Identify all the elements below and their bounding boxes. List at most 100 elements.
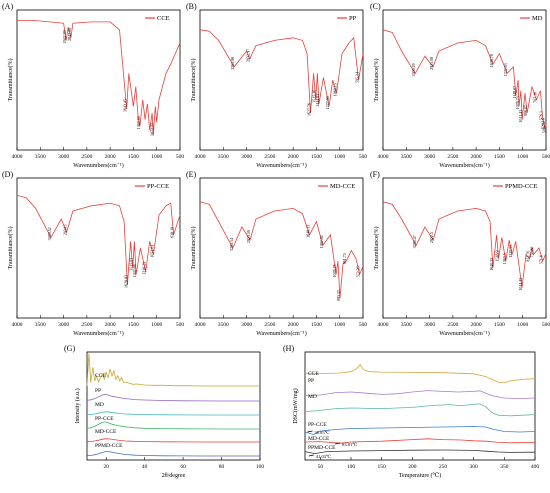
peak-label: 1360.65	[136, 116, 141, 129]
x-tick-label: 100	[256, 464, 265, 470]
legend-label: CCE	[157, 15, 170, 22]
peak-label: 2843.06	[67, 28, 72, 41]
plot-frame	[86, 351, 261, 461]
x-tick-label: 20	[103, 464, 109, 470]
x-axis-label: Wavenumbers(cm⁻¹)	[256, 162, 306, 169]
x-tick-label: 80	[219, 464, 225, 470]
spectrum-line-pp	[199, 29, 364, 114]
series-label: PP	[308, 378, 314, 384]
y-axis-label: DSC(mW/mg)	[292, 388, 299, 423]
x-tick-label: 500	[176, 322, 185, 328]
ftir-panel-md-cce: (E) 4000 3500 3000 2500 2000 1500 1000 500 Wavenu…	[186, 170, 367, 337]
panel-label: (G)	[64, 344, 75, 353]
peak-label: 2923.59	[246, 230, 251, 243]
peak-label: 1148.07	[512, 86, 517, 99]
x-tick-label: 500	[542, 154, 550, 160]
x-tick-label: 200	[408, 464, 417, 470]
x-tick-label: 350	[500, 464, 509, 470]
series-label: MD	[95, 402, 104, 408]
peak-label: 1627.76	[307, 103, 312, 116]
x-tick-label: 500	[359, 154, 368, 160]
annotation-arrow	[335, 442, 341, 445]
x-tick-label: 2500	[81, 322, 92, 328]
peak-label: 1442.68	[132, 264, 137, 277]
legend-label: MD-CCE	[330, 183, 355, 190]
annotation-arrow	[307, 430, 313, 433]
peak-label: 1332.63	[503, 63, 508, 76]
x-tick-label: 2000	[288, 322, 299, 328]
peak-label: 707.16	[532, 92, 537, 103]
x-axis-label: Wavenumbers(cm⁻¹)	[439, 162, 489, 169]
peak-label: 993.37	[336, 290, 341, 301]
plot-frame	[304, 351, 536, 461]
peak-label: 2942.89	[62, 30, 67, 43]
peak-label: 1515.16	[312, 90, 317, 103]
x-tick-label: 3000	[241, 154, 252, 160]
peak-label: 3295.14	[229, 238, 234, 251]
panel-label: (D)	[2, 170, 13, 179]
series-label: PPMD-CCE	[95, 443, 123, 449]
peak-label: 1071.61	[149, 245, 154, 258]
xrd-line-pp-cce	[86, 421, 260, 430]
annotation-label: 83.81℃	[342, 442, 357, 447]
dsc-line-pp	[304, 390, 536, 400]
legend-label: PPMD-CCE	[505, 183, 538, 190]
xrd-line-md-cce	[86, 438, 260, 443]
peak-label: 1628.83	[123, 275, 128, 288]
peak-label: 1518.9	[494, 251, 499, 262]
x-tick-label: 1500	[128, 154, 139, 160]
plot-frame	[16, 177, 181, 319]
peak-label: 1227.66	[325, 96, 330, 109]
x-tick-label: 150	[378, 464, 387, 470]
x-tick-label: 2000	[288, 154, 299, 160]
series-label: PPMD-CCE	[308, 445, 336, 451]
x-tick-label: 2500	[264, 322, 275, 328]
x-tick-label: 1000	[334, 322, 345, 328]
x-tick-label: 4000	[195, 322, 206, 328]
peak-label: 2925.08	[429, 57, 434, 70]
plot-frame	[16, 9, 181, 151]
y-axis-label: Transmittance(%)	[7, 58, 14, 101]
x-tick-label: 3000	[424, 154, 435, 160]
panel-label: (B)	[186, 2, 197, 11]
x-tick-label: 1500	[311, 154, 322, 160]
peak-label: 3309.29	[411, 63, 416, 76]
panel-label: (H)	[283, 344, 294, 353]
x-tick-label: 4000	[12, 322, 23, 328]
peak-label: 528.16	[541, 118, 546, 129]
x-tick-label: 1000	[517, 322, 528, 328]
x-tick-label: 1500	[311, 322, 322, 328]
x-tick-label: 2000	[105, 322, 116, 328]
y-axis-label: Transmittance(%)	[7, 226, 14, 269]
x-tick-label: 400	[531, 464, 540, 470]
x-tick-label: 2500	[264, 154, 275, 160]
panel-label: (A)	[2, 2, 13, 11]
panel-label: (E)	[186, 170, 197, 179]
peak-label: 571.6	[539, 255, 544, 264]
y-axis-label: Intensity (a.u.)	[74, 388, 81, 423]
ftir-panel-pp: (B) 4000 3500 3000 2500 2000 1500 1000 500 Wavenu…	[186, 2, 367, 169]
x-tick-label: 1500	[494, 322, 505, 328]
x-tick-label: 100	[347, 464, 356, 470]
peak-label: 576.1	[538, 111, 543, 120]
series-label: MD	[308, 394, 317, 400]
xrd-line-pp	[86, 393, 260, 402]
x-tick-label: 4000	[378, 154, 389, 160]
x-tick-label: 1500	[494, 154, 505, 160]
dsc-line-ppmd-cce	[304, 449, 536, 455]
peak-label: 1236.29	[142, 262, 147, 275]
plot-frame	[382, 9, 547, 151]
x-axis-label: Wavenumbers(cm⁻¹)	[73, 162, 123, 169]
peak-label: 1643.45	[123, 99, 128, 112]
x-axis-label: Wavenumbers(cm⁻¹)	[256, 330, 306, 337]
peak-label: 1069.15	[333, 83, 338, 96]
peak-label: 572.26	[356, 266, 361, 277]
series-label: CCE	[95, 373, 106, 379]
x-tick-label: 1000	[334, 154, 345, 160]
x-tick-label: 3000	[58, 154, 69, 160]
x-tick-label: 2500	[447, 154, 458, 160]
plot-frame	[199, 9, 364, 151]
x-tick-label: 3500	[401, 322, 412, 328]
y-axis-label: Transmittance(%)	[373, 226, 380, 269]
